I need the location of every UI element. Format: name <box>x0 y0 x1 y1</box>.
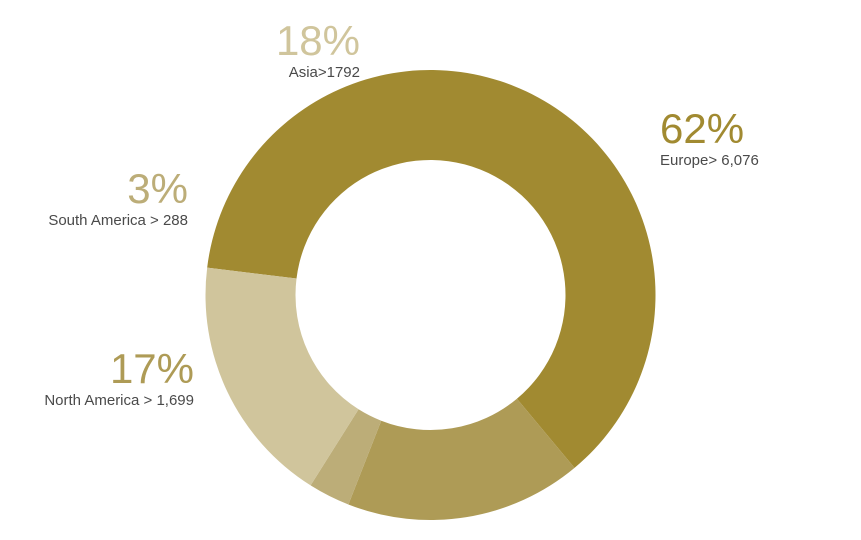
label-north-america: 17% North America > 1,699 <box>44 348 194 409</box>
percent-value: 18% <box>276 20 360 62</box>
donut-svg <box>0 0 861 540</box>
label-europe: 62% Europe> 6,076 <box>660 108 759 169</box>
region-value: North America > 1,699 <box>44 392 194 409</box>
percent-value: 3% <box>48 168 188 210</box>
label-asia: 18% Asia>1792 <box>276 20 360 81</box>
region-value: Europe> 6,076 <box>660 152 759 169</box>
donut-chart: 62% Europe> 6,076 17% North America > 1,699… <box>0 0 861 540</box>
region-value: Asia>1792 <box>276 64 360 81</box>
percent-value: 17% <box>44 348 194 390</box>
label-south-america: 3% South America > 288 <box>48 168 188 229</box>
region-value: South America > 288 <box>48 212 188 229</box>
percent-value: 62% <box>660 108 759 150</box>
